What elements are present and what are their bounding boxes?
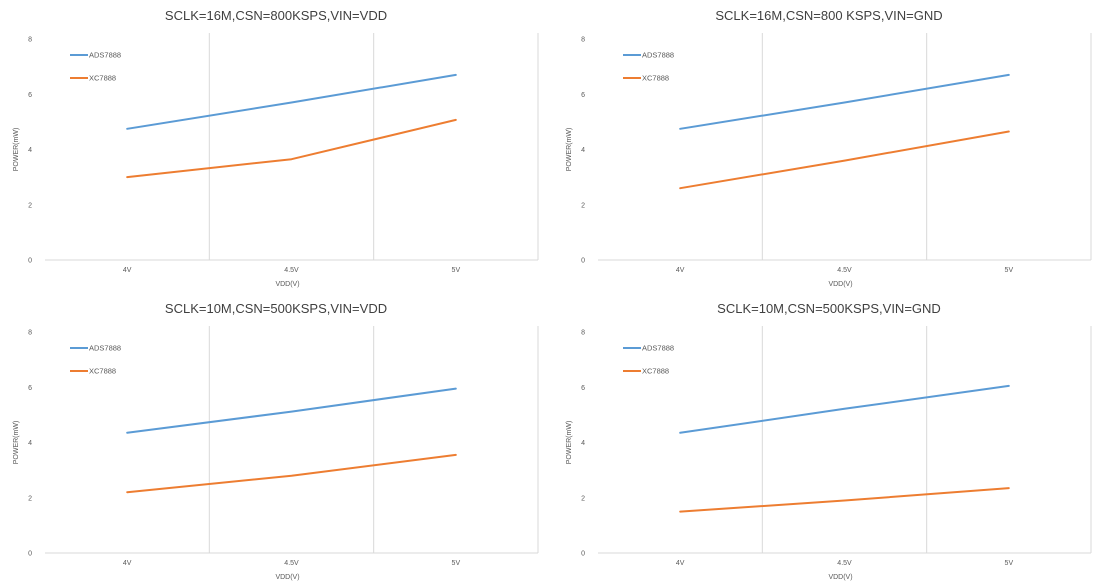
y-axis-label: POWER(mW) (13, 128, 20, 172)
legend-label: ADS7888 (642, 344, 674, 353)
y-tick-label: 6 (28, 92, 32, 99)
x-tick-label: 5V (1005, 560, 1014, 567)
x-tick-label: 4V (676, 267, 685, 274)
y-tick-label: 0 (581, 551, 585, 558)
chart-title: SCLK=16M,CSN=800KSPS,VIN=VDD (165, 8, 387, 23)
x-tick-label: 5V (452, 560, 461, 567)
line-chart: SCLK=10M,CSN=500KSPS,VIN=GND 0 2 4 6 8 4V 4.5V 5… (566, 301, 1092, 581)
legend-label: ADS7888 (89, 51, 121, 60)
x-tick-label: 5V (452, 267, 461, 274)
x-axis-label: VDD(V) (828, 281, 852, 288)
y-tick-label: 2 (28, 495, 32, 502)
legend-label: XC7888 (642, 367, 669, 376)
x-axis-label: VDD(V) (275, 281, 299, 288)
legend-label: XC7888 (642, 74, 669, 83)
y-axis-label: POWER(mW) (566, 421, 573, 465)
y-tick-label: 8 (28, 37, 32, 44)
y-axis-label: POWER(mW) (566, 128, 573, 172)
series-line-ads7888 (126, 387, 457, 434)
y-tick-label: 2 (581, 495, 585, 502)
x-axis-label: VDD(V) (275, 574, 299, 581)
series-line-ads7888 (126, 73, 457, 130)
y-tick-label: 0 (28, 258, 32, 265)
x-tick-label: 4V (123, 267, 132, 274)
y-tick-label: 8 (28, 330, 32, 337)
y-tick-label: 4 (28, 440, 32, 447)
y-tick-label: 6 (581, 92, 585, 99)
legend-label: XC7888 (89, 367, 116, 376)
y-axis-label: POWER(mW) (13, 421, 20, 465)
chart-panel-2: SCLK=16M,CSN=800 KSPS,VIN=GND 0 2 4 6 8 4V 4.5V… (553, 0, 1105, 292)
legend-label: ADS7888 (89, 344, 121, 353)
legend-label: ADS7888 (642, 51, 674, 60)
series-line-xc7888 (679, 130, 1010, 190)
y-tick-label: 4 (581, 440, 585, 447)
x-tick-label: 4.5V (837, 267, 852, 274)
x-tick-label: 4.5V (837, 560, 852, 567)
line-chart: SCLK=10M,CSN=500KSPS,VIN=VDD 0 2 4 6 8 4V 4.5V 5… (13, 301, 539, 581)
x-tick-label: 4V (123, 560, 132, 567)
y-tick-label: 6 (28, 385, 32, 392)
chart-panel-1: SCLK=16M,CSN=800KSPS,VIN=VDD 0 2 4 6 8 4V 4.5V 5… (0, 0, 552, 292)
y-tick-label: 4 (581, 147, 585, 154)
y-tick-label: 2 (28, 202, 32, 209)
y-tick-label: 8 (581, 37, 585, 44)
y-tick-label: 0 (28, 551, 32, 558)
x-tick-label: 4.5V (284, 560, 299, 567)
series-line-xc7888 (679, 487, 1010, 513)
chart-title: SCLK=10M,CSN=500KSPS,VIN=GND (717, 301, 941, 316)
series-line-xc7888 (126, 453, 457, 494)
x-tick-label: 4.5V (284, 267, 299, 274)
y-tick-label: 0 (581, 258, 585, 265)
chart-title: SCLK=10M,CSN=500KSPS,VIN=VDD (165, 301, 387, 316)
line-chart: SCLK=16M,CSN=800 KSPS,VIN=GND 0 2 4 6 8 4V 4.5V… (566, 8, 1092, 288)
chart-panel-4: SCLK=10M,CSN=500KSPS,VIN=GND 0 2 4 6 8 4V 4.5V 5… (553, 293, 1105, 585)
x-tick-label: 4V (676, 560, 685, 567)
y-tick-label: 6 (581, 385, 585, 392)
series-line-xc7888 (126, 118, 457, 179)
series-line-ads7888 (679, 73, 1010, 130)
legend-label: XC7888 (89, 74, 116, 83)
series-line-ads7888 (679, 384, 1010, 434)
y-tick-label: 2 (581, 202, 585, 209)
x-tick-label: 5V (1005, 267, 1014, 274)
y-tick-label: 4 (28, 147, 32, 154)
x-axis-label: VDD(V) (828, 574, 852, 581)
line-chart: SCLK=16M,CSN=800KSPS,VIN=VDD 0 2 4 6 8 4V 4.5V 5… (13, 8, 539, 288)
y-tick-label: 8 (581, 330, 585, 337)
chart-title: SCLK=16M,CSN=800 KSPS,VIN=GND (715, 8, 942, 23)
chart-panel-3: SCLK=10M,CSN=500KSPS,VIN=VDD 0 2 4 6 8 4V 4.5V 5… (0, 293, 552, 585)
